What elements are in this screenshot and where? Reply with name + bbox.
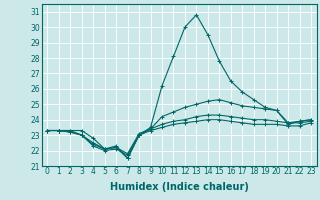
X-axis label: Humidex (Indice chaleur): Humidex (Indice chaleur) — [110, 182, 249, 192]
